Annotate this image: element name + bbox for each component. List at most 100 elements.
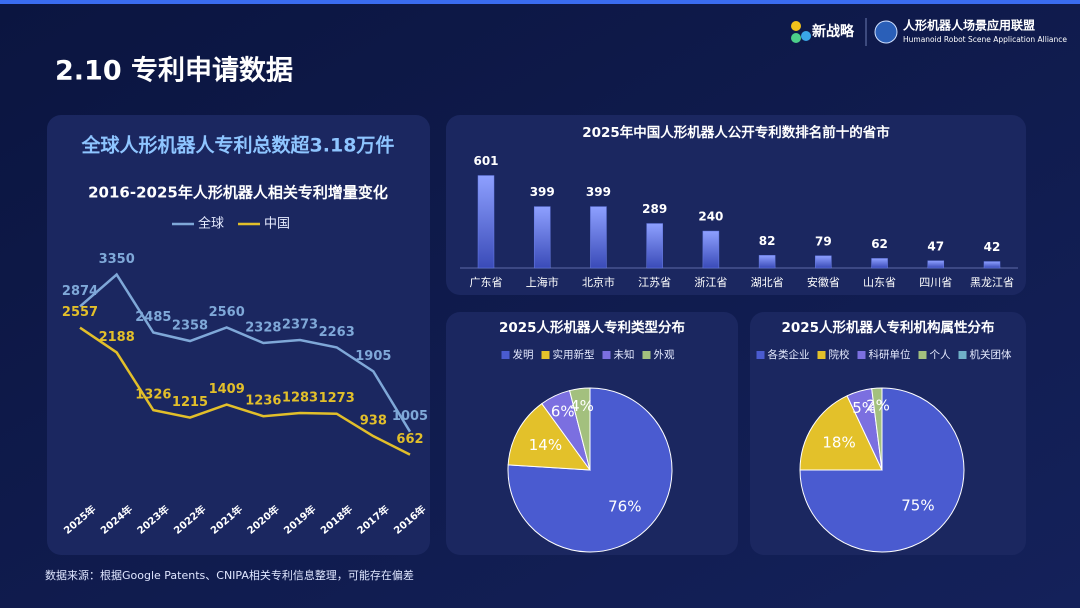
- data-label: 1905: [355, 349, 391, 364]
- data-label: 18%: [822, 433, 855, 451]
- x-tick-label: 浙江省: [694, 276, 727, 289]
- chart-title: 2025人形机器人专利类型分布: [499, 319, 685, 336]
- logo-dot: [791, 33, 801, 43]
- legend-label: 未知: [614, 348, 635, 361]
- line-series: [79, 272, 412, 433]
- data-label: 2874: [62, 284, 98, 299]
- x-tick-label: 安徽省: [807, 275, 840, 289]
- logo-org-en: Humanoid Robot Scene Application Allianc…: [903, 35, 1067, 44]
- legend-swatch: [756, 351, 765, 359]
- x-tick-label: 湖北省: [751, 276, 784, 289]
- data-label: 601: [473, 154, 498, 168]
- x-tick-label: 广东省: [470, 276, 503, 289]
- legend: 全球 中国: [171, 216, 290, 232]
- data-label: 1283: [282, 391, 318, 406]
- footnote: 数据来源：根据Google Patents、CNIPA相关专利信息整理，可能存在…: [45, 568, 414, 582]
- chart-title: 2025人形机器人专利机构属性分布: [781, 319, 994, 336]
- x-tick-label: 黑龙江省: [970, 276, 1014, 289]
- legend-label: 发明: [513, 348, 534, 361]
- data-label: 1273: [319, 391, 355, 406]
- data-label: 399: [586, 185, 611, 199]
- bar: [533, 206, 551, 269]
- logo-org: 人形机器人场景应用联盟: [903, 18, 1035, 33]
- data-label: 76%: [608, 498, 641, 516]
- logo-emblem: [874, 20, 898, 44]
- data-label: 2485: [135, 310, 171, 325]
- data-label: 1409: [209, 382, 245, 397]
- legend-swatch: [541, 351, 550, 359]
- legend-label: 院校: [829, 348, 850, 361]
- bar: [702, 230, 720, 269]
- legend-label: 全球: [198, 216, 224, 232]
- bar: [758, 255, 776, 269]
- data-label: 47: [927, 239, 944, 253]
- legend-swatch: [817, 351, 826, 359]
- data-label: 82: [759, 234, 776, 248]
- data-label: 2373: [282, 318, 318, 333]
- pie-slice: [871, 387, 883, 471]
- data-label: 399: [530, 185, 555, 199]
- x-tick-label: 北京市: [582, 275, 615, 289]
- pie-slice: [507, 402, 592, 471]
- legend-swatch: [602, 351, 611, 359]
- legend-label: 实用新型: [553, 348, 595, 361]
- chart-title: 2016-2025年人形机器人相关专利增量变化: [88, 184, 388, 202]
- logo-dot: [791, 21, 801, 31]
- bar: [477, 175, 495, 269]
- data-label: 2328: [245, 321, 281, 336]
- legend-label: 各类企业: [768, 348, 810, 361]
- pie-slice: [799, 395, 883, 471]
- legend: 发明 实用新型 未知 外观: [501, 348, 675, 361]
- logo-text: 新战略: [812, 23, 855, 40]
- data-label: 4%: [570, 397, 594, 415]
- data-label: 2358: [172, 319, 208, 334]
- top-strip: [0, 0, 1080, 4]
- data-label: 2560: [209, 305, 245, 320]
- bar: [983, 261, 1001, 269]
- data-label: 6%: [551, 403, 575, 421]
- data-label: 289: [642, 202, 667, 216]
- data-label: 2263: [319, 325, 355, 340]
- data-label: 5%: [852, 399, 876, 417]
- x-tick-label: 山东省: [863, 276, 896, 289]
- data-label: 2188: [99, 330, 135, 345]
- data-label: 1326: [135, 388, 171, 403]
- legend-label: 中国: [264, 217, 290, 232]
- data-label: 662: [396, 432, 423, 447]
- pie-slice: [799, 387, 965, 553]
- data-label: 1005: [392, 409, 428, 424]
- data-label: 1215: [172, 395, 208, 410]
- data-label: 62: [871, 237, 888, 251]
- legend-label: 机关团体: [970, 348, 1012, 361]
- legend-label: 科研单位: [869, 348, 911, 361]
- legend-label: 外观: [654, 349, 675, 361]
- data-label: 1236: [245, 394, 281, 409]
- line-series: [79, 326, 411, 456]
- chart-title: 2025年中国人形机器人公开专利数排名前十的省市: [582, 124, 890, 141]
- legend-swatch: [642, 351, 651, 359]
- data-label: 3350: [99, 252, 135, 267]
- legend: 各类企业 院校 科研单位 个人 机关团体: [756, 348, 1012, 361]
- data-label: 14%: [529, 436, 562, 454]
- x-tick-label: 四川省: [919, 276, 952, 289]
- data-label: 79: [815, 234, 832, 248]
- data-label: 2%: [866, 397, 890, 415]
- bar: [927, 260, 945, 269]
- x-tick-label: 上海市: [526, 275, 559, 289]
- data-label: 75%: [901, 496, 934, 514]
- logo-dot: [801, 31, 811, 41]
- x-tick-label: 江苏省: [638, 276, 671, 289]
- bar: [815, 255, 832, 269]
- page-title: 2.10 专利申请数据: [55, 56, 293, 87]
- data-label: 2557: [62, 305, 98, 320]
- legend-swatch: [501, 351, 510, 359]
- data-label: 240: [698, 210, 723, 224]
- panel-heading: 全球人形机器人专利总数超3.18万件: [81, 134, 395, 157]
- bar: [871, 258, 888, 269]
- panel: [47, 115, 430, 555]
- data-label: 938: [360, 414, 387, 429]
- bar: [646, 223, 663, 269]
- pie-slice: [568, 387, 591, 471]
